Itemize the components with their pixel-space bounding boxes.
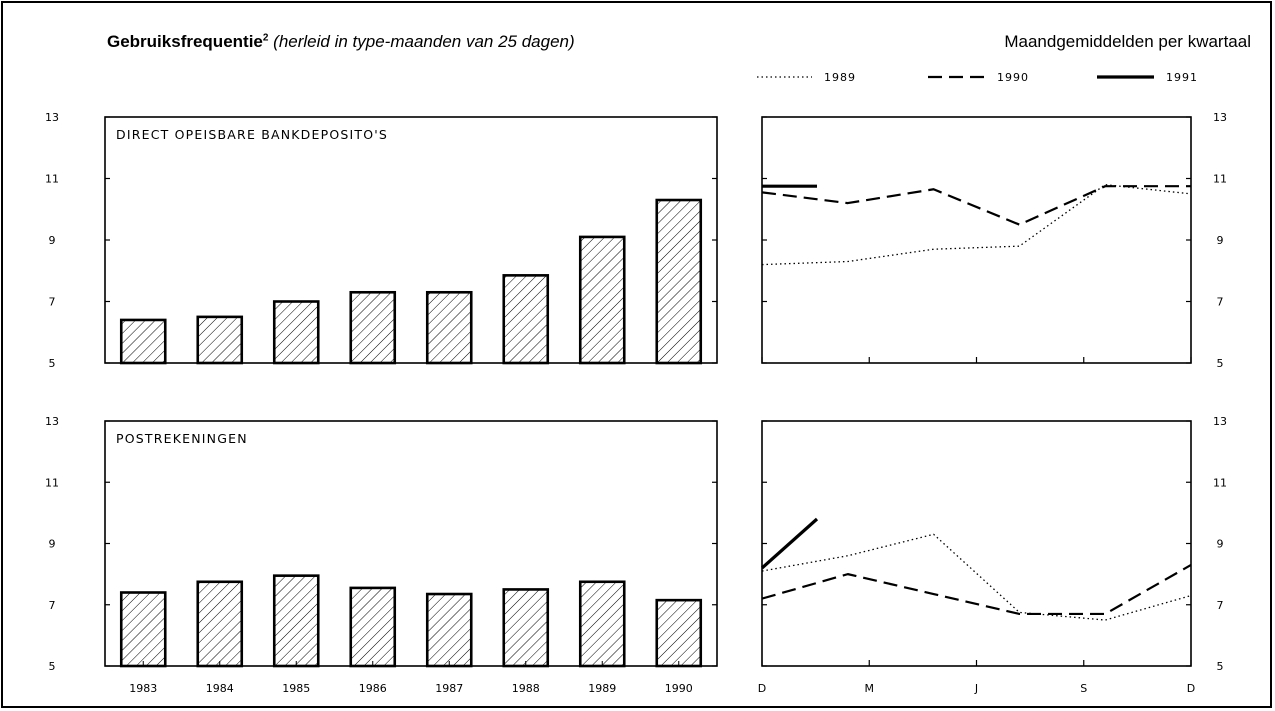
bar-1988 <box>502 588 550 668</box>
y-tick-label: 9 <box>1217 234 1224 247</box>
y-tick-label: 9 <box>49 234 56 247</box>
bar-1984 <box>196 580 244 668</box>
y-tick-label: 13 <box>1213 415 1227 428</box>
bar-1983 <box>119 318 167 365</box>
y-tick-label: 11 <box>45 173 59 186</box>
panel-title: POSTREKENINGEN <box>116 431 248 446</box>
y-tick-label: 11 <box>45 476 59 489</box>
y-tick-label: 5 <box>1217 357 1224 370</box>
bar-1985 <box>272 574 320 668</box>
y-tick-label: 7 <box>49 296 56 309</box>
chart-panel-2: 5 7 9 11 13 <box>761 111 1227 370</box>
x-tick-label: 1988 <box>512 682 540 695</box>
y-tick-label: 7 <box>1217 599 1224 612</box>
right-panel-title: Maandgemiddelden per kwartaal <box>1004 32 1251 51</box>
bar-1987 <box>425 290 473 365</box>
y-tick-label: 5 <box>49 357 56 370</box>
bar-1989 <box>578 235 626 365</box>
bar-1988 <box>502 274 550 365</box>
series-line-1990 <box>761 563 1192 616</box>
legend-label-1989: 1989 <box>824 71 856 84</box>
x-tick-label: 1987 <box>435 682 463 695</box>
title-subtitle: (herleid in type-maanden van 25 dagen) <box>273 32 575 51</box>
bar-1983 <box>119 591 167 668</box>
x-tick-label: M <box>865 682 875 695</box>
bar-1987 <box>425 592 473 668</box>
legend-label-1990: 1990 <box>997 71 1029 84</box>
bar-1984 <box>196 315 244 365</box>
bar-1986 <box>349 586 397 668</box>
chart-panel-3: 5 7 9 11 13 POSTREKENINGEN 1983 1984 1985 1986 198… <box>45 415 718 695</box>
chart-panel-4: 5 7 9 11 13 D M J S D <box>758 415 1227 695</box>
series-line-1990 <box>761 185 1191 226</box>
bar-1986 <box>349 290 397 365</box>
x-tick-label: 1990 <box>665 682 693 695</box>
x-tick-label: D <box>1187 682 1195 695</box>
x-tick-label: 1986 <box>359 682 387 695</box>
y-tick-label: 5 <box>49 660 56 673</box>
y-tick-label: 5 <box>1217 660 1224 673</box>
title-text: Gebruiksfrequentie <box>107 32 263 51</box>
plot-frame <box>761 420 1192 667</box>
x-tick-label: S <box>1080 682 1087 695</box>
figure-title: Gebruiksfrequentie2 (herleid in type-maa… <box>107 32 575 52</box>
x-tick-label: 1984 <box>206 682 234 695</box>
panel-title: DIRECT OPEISBARE BANKDEPOSITO'S <box>116 127 388 142</box>
legend-label-1991: 1991 <box>1166 71 1198 84</box>
y-tick-label: 11 <box>1213 476 1227 489</box>
y-tick-label: 13 <box>45 111 59 124</box>
bar-1989 <box>578 580 626 668</box>
bar-1985 <box>272 300 320 365</box>
plot-frame <box>761 116 1192 364</box>
series-line-1989 <box>761 533 1192 621</box>
y-tick-label: 7 <box>49 599 56 612</box>
x-tick-label: J <box>974 682 978 695</box>
y-tick-label: 9 <box>1217 538 1224 551</box>
bar-1990 <box>655 198 703 365</box>
x-tick-label: 1985 <box>282 682 310 695</box>
footnote-mark: 2 <box>262 32 269 44</box>
legend: 1989 1990 1991 <box>757 71 1198 84</box>
x-tick-label: D <box>758 682 766 695</box>
y-tick-label: 13 <box>45 415 59 428</box>
bar-1990 <box>655 598 703 668</box>
x-tick-label: 1989 <box>588 682 616 695</box>
y-tick-label: 13 <box>1213 111 1227 124</box>
series-line-1989 <box>761 183 1192 266</box>
y-tick-label: 11 <box>1213 173 1227 186</box>
y-tick-label: 9 <box>49 538 56 551</box>
x-tick-label: 1983 <box>129 682 157 695</box>
y-tick-label: 7 <box>1217 296 1224 309</box>
series-line-1991 <box>760 517 819 570</box>
chart-panel-1: 5 7 9 11 13 DIRECT OPEISBARE BANKDEPOSITO'S <box>45 111 718 370</box>
